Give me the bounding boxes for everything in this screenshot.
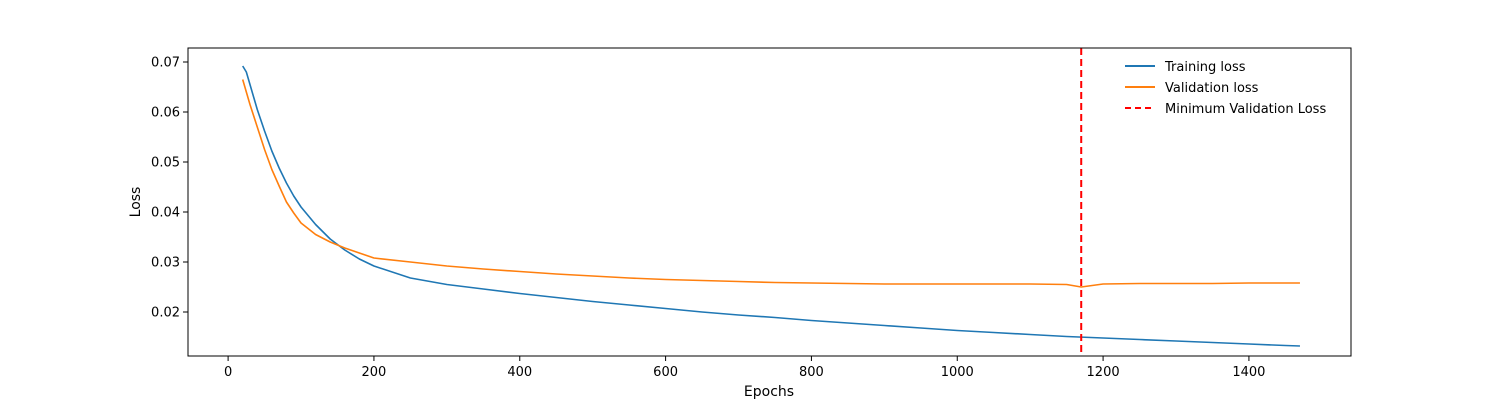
legend-label-training: Training loss xyxy=(1164,60,1246,75)
plot-frame xyxy=(187,47,1352,357)
y-tick-label: 0.05 xyxy=(151,156,180,171)
legend: Training loss Validation loss Minimum Va… xyxy=(1125,60,1326,117)
x-axis-label: Epochs xyxy=(744,384,794,400)
legend-label-validation: Validation loss xyxy=(1165,81,1259,96)
y-tick-label: 0.04 xyxy=(151,206,180,221)
validation-loss-line xyxy=(241,79,1300,288)
y-tick-label: 0.02 xyxy=(151,306,180,321)
y-tick-label: 0.03 xyxy=(151,256,180,271)
legend-label-min-val: Minimum Validation Loss xyxy=(1165,102,1326,117)
training-loss-line xyxy=(242,65,1300,347)
x-tick-label: 400 xyxy=(507,365,532,380)
x-tick-label: 1000 xyxy=(941,365,974,380)
x-tick-label: 600 xyxy=(653,365,678,380)
x-tick-label: 200 xyxy=(362,365,387,380)
x-axis-ticks: 0 200 400 600 800 1000 1200 1400 xyxy=(224,356,1265,380)
y-axis-label: Loss xyxy=(128,187,144,218)
x-tick-label: 0 xyxy=(224,365,232,380)
y-tick-label: 0.07 xyxy=(151,56,180,71)
x-tick-label: 800 xyxy=(799,365,824,380)
x-tick-label: 1400 xyxy=(1232,365,1265,380)
y-axis-ticks: 0.02 0.03 0.04 0.05 0.06 0.07 xyxy=(151,56,188,321)
y-tick-label: 0.06 xyxy=(151,106,180,121)
x-tick-label: 1200 xyxy=(1087,365,1120,380)
series-layer xyxy=(241,65,1300,347)
